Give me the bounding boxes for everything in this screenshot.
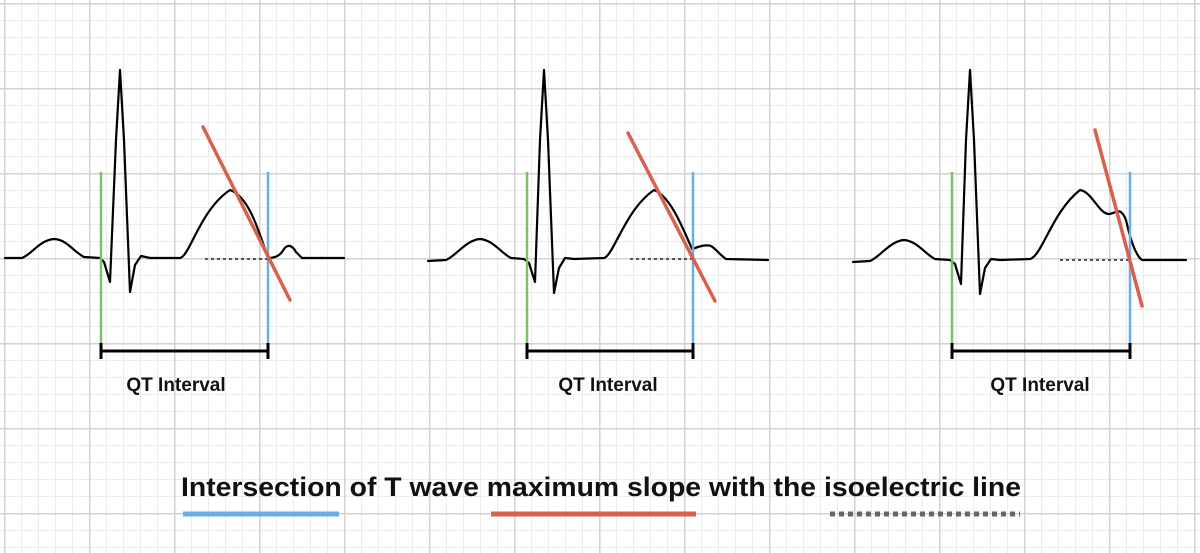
ecg-panel-2: QT Interval <box>426 68 770 396</box>
max-slope-tangent <box>201 125 292 302</box>
max-slope-tangent <box>1093 128 1144 308</box>
ecg-trace <box>426 68 770 295</box>
qt-interval-label: QT Interval <box>990 375 1089 396</box>
ecg-trace <box>3 68 346 294</box>
ecg-trace <box>851 68 1188 296</box>
qt-interval-label: QT Interval <box>126 375 225 396</box>
qt-interval-bracket <box>99 343 270 359</box>
qt-interval-bracket <box>950 343 1132 359</box>
qt-interval-label: QT Interval <box>558 375 657 396</box>
max-slope-tangent <box>626 131 717 303</box>
footer-caption: Intersection of T wave maximum slope wit… <box>181 472 1021 502</box>
ecg-panel-1: QT Interval <box>3 68 346 396</box>
ecg-panel-3: QT Interval <box>851 68 1188 396</box>
qt-interval-bracket <box>525 343 695 359</box>
